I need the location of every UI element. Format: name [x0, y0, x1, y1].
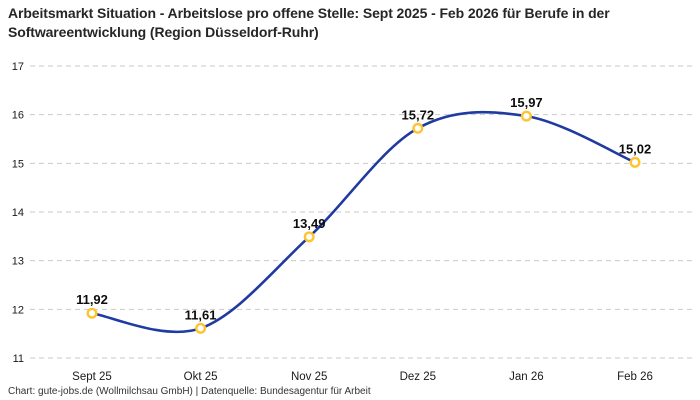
x-axis-label: Nov 25 [291, 371, 327, 383]
data-point-marker [86, 307, 98, 319]
data-point-label: 15,02 [619, 141, 652, 156]
x-axis-label: Dez 25 [400, 371, 436, 383]
y-tick-label: 13 [12, 256, 24, 268]
data-point-label: 11,92 [76, 292, 108, 307]
chart-footer-credit: Chart: gute-jobs.de (Wollmilchsau GmbH) … [8, 386, 371, 397]
x-axis-label: Jan 26 [509, 371, 544, 383]
y-tick-label: 15 [12, 158, 24, 170]
y-tick-label: 11 [13, 353, 24, 365]
data-point-label: 11,61 [185, 307, 217, 322]
data-point-marker [303, 231, 315, 243]
y-tick-label: 16 [12, 110, 24, 122]
data-point-label: 15,97 [510, 95, 543, 110]
chart-title: Arbeitsmarkt Situation - Arbeitslose pro… [8, 5, 610, 40]
data-point-marker [195, 322, 207, 334]
y-tick-label: 17 [12, 61, 24, 73]
data-point-label: 13,49 [293, 216, 326, 231]
data-point-marker [520, 110, 532, 122]
y-tick-label: 12 [12, 304, 24, 316]
data-point-label: 15,72 [402, 107, 435, 122]
y-tick-label: 14 [12, 207, 24, 219]
x-axis-label: Okt 25 [184, 371, 218, 383]
series-line [90, 110, 637, 334]
x-axis-label: Sept 25 [72, 371, 112, 383]
data-point-marker [629, 156, 641, 168]
data-point-marker [412, 122, 424, 134]
x-axis-label: Feb 26 [617, 371, 653, 383]
